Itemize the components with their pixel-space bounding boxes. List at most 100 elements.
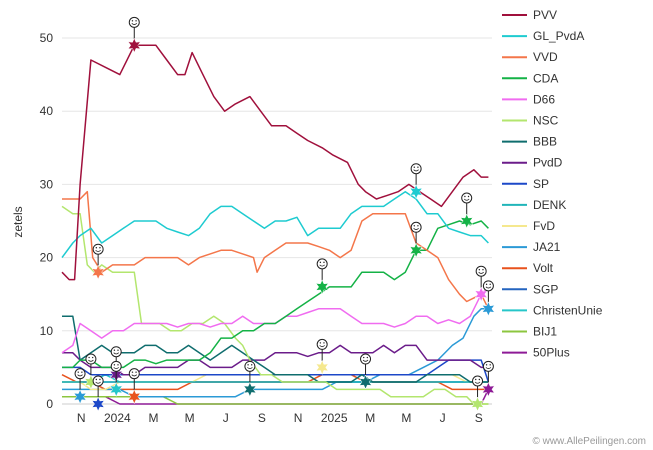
legend-item[interactable]: PvdD — [502, 156, 563, 170]
x-axis-ticks: N 2024 M M J S N 2025 M M J S — [77, 411, 483, 425]
smiley-mouth — [113, 352, 119, 355]
series-line-bbb — [62, 315, 489, 383]
smiley-mouth — [413, 227, 419, 230]
legend-item[interactable]: GL_PvdA — [502, 29, 584, 43]
credit-text: © www.AllePeilingen.com — [532, 436, 646, 447]
y-tick-label: 30 — [40, 177, 54, 191]
annotation-marker — [481, 280, 495, 317]
annotation-marker — [73, 368, 87, 405]
smiley-mouth — [77, 374, 83, 377]
smiley-eye — [77, 371, 79, 373]
star-icon — [409, 242, 423, 258]
smiley-mouth — [113, 367, 119, 370]
series-line-nsc — [61, 205, 489, 405]
smiley-eye — [482, 269, 484, 271]
legend-item[interactable]: VVD — [502, 50, 558, 64]
legend-label: PVV — [533, 8, 557, 22]
legend-label: D66 — [533, 92, 555, 106]
star-icon — [127, 389, 141, 405]
smiley-eye — [417, 166, 419, 168]
legend-item[interactable]: DENK — [502, 198, 566, 212]
star-icon — [91, 396, 105, 412]
legend-label: BIJ1 — [533, 325, 557, 339]
legend-item[interactable]: CDA — [502, 71, 558, 85]
star-icon — [358, 374, 373, 390]
smiley-eye — [135, 20, 137, 22]
annotation-marker — [481, 360, 495, 398]
annotation-marker — [127, 16, 141, 53]
smiley-eye — [485, 283, 488, 286]
smiley-icon — [482, 280, 494, 292]
smiley-icon — [244, 360, 256, 372]
legend-item[interactable]: ChristenUnie — [502, 303, 603, 317]
smiley-eye — [113, 364, 116, 366]
annotation-marker — [127, 368, 141, 405]
smiley-icon — [482, 360, 494, 372]
legend-item[interactable]: BIJ1 — [502, 325, 557, 339]
smiley-eye — [478, 269, 481, 271]
legend-item[interactable]: 50Plus — [502, 346, 570, 360]
annotation-marker — [91, 375, 105, 412]
annotation-marker — [470, 375, 485, 412]
smiley-eye — [250, 364, 253, 366]
x-tick-label: S — [475, 411, 483, 425]
legend-label: CDA — [533, 71, 558, 85]
smiley-mouth — [95, 249, 101, 252]
x-tick-label: M — [148, 411, 158, 425]
smiley-mouth — [474, 381, 481, 384]
x-tick-label: S — [258, 411, 266, 425]
smiley-mouth — [478, 271, 484, 274]
smiley-eye — [117, 349, 119, 351]
smiley-eye — [319, 342, 322, 344]
legend-item[interactable]: NSC — [502, 114, 559, 128]
legend-label: Volt — [533, 261, 554, 275]
legend-label: NSC — [533, 114, 559, 128]
x-tick-label: J — [223, 411, 229, 425]
x-tick-label: N — [294, 411, 303, 425]
legend-item[interactable]: Volt — [502, 261, 554, 275]
smiley-mouth — [463, 198, 470, 201]
annotation-marker — [315, 258, 329, 295]
annotation-marker — [358, 353, 373, 390]
legend-item[interactable]: D66 — [502, 92, 555, 106]
annotation-marker — [243, 360, 257, 398]
star-icon — [315, 359, 329, 376]
legend-label: BBB — [533, 135, 557, 149]
smiley-eye — [95, 247, 98, 249]
smiley-eye — [135, 371, 137, 373]
smiley-eye — [99, 378, 101, 381]
smiley-mouth — [95, 381, 101, 384]
legend-item[interactable]: BBB — [502, 135, 557, 149]
smiley-icon — [410, 163, 422, 175]
smiley-eye — [478, 378, 481, 381]
legend-label: SP — [533, 177, 549, 191]
annotation-marker — [409, 221, 423, 258]
annotation-marker — [474, 265, 488, 302]
legend-item[interactable]: FvD — [502, 219, 555, 233]
annotation-markers — [73, 16, 495, 412]
legend-item[interactable]: SGP — [502, 282, 558, 296]
smiley-eye — [131, 371, 134, 373]
smiley-eye — [489, 364, 491, 366]
series-line-cda — [62, 220, 489, 369]
legend-label: SGP — [533, 282, 558, 296]
smiley-eye — [467, 195, 470, 198]
x-tick-label: M — [365, 411, 375, 425]
smiley-icon — [410, 221, 422, 233]
smiley-eye — [88, 356, 90, 359]
legend-item[interactable]: PVV — [502, 8, 557, 22]
annotation-marker — [91, 243, 105, 280]
annotation-marker — [84, 353, 98, 390]
smiley-icon — [316, 258, 328, 270]
legend-item[interactable]: JA21 — [502, 240, 561, 254]
smiley-icon — [316, 338, 328, 350]
legend-item[interactable]: SP — [502, 177, 549, 191]
smiley-icon — [128, 368, 140, 380]
legend-label: 50Plus — [533, 346, 570, 360]
smiley-eye — [113, 349, 116, 351]
annotation-marker — [409, 163, 423, 200]
smiley-mouth — [319, 264, 325, 267]
smiley-eye — [323, 261, 325, 264]
smiley-eye — [485, 364, 488, 366]
